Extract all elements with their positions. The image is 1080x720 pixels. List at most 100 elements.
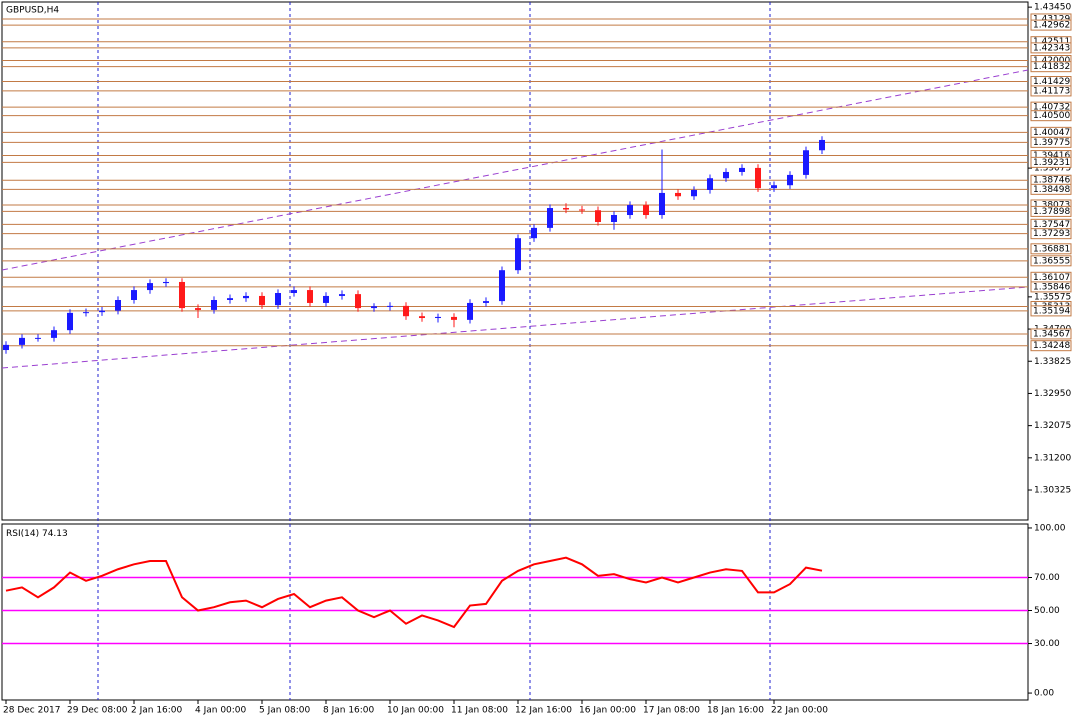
x-tick-label: 10 Jan 00:00	[387, 706, 444, 716]
candle-body	[579, 209, 585, 211]
level-label: 1.39775	[1033, 138, 1070, 148]
candle-body	[787, 174, 793, 186]
x-tick-label: 5 Jan 08:00	[259, 706, 311, 716]
x-tick-label: 16 Jan 00:00	[579, 706, 636, 716]
candle-body	[115, 299, 121, 311]
candle-body	[515, 238, 521, 271]
candle-body	[691, 189, 697, 197]
level-label: 1.40732	[1033, 103, 1070, 113]
period-separators	[97, 2, 771, 700]
level-label: 1.37293	[1033, 229, 1070, 239]
level-label-box	[1030, 255, 1072, 267]
trend-line	[1, 286, 1029, 369]
level-label-box	[1030, 61, 1072, 73]
candle-body	[179, 281, 185, 309]
level-label: 1.38073	[1033, 200, 1070, 210]
candle-body	[435, 316, 441, 319]
y-tick-label: 100.00	[1034, 523, 1066, 533]
y-tick-label: 0.00	[1034, 689, 1054, 699]
level-label-box	[1030, 243, 1072, 255]
candle-body	[627, 205, 633, 216]
candle-body	[371, 306, 377, 309]
x-tick-label: 12 Jan 16:00	[515, 706, 572, 716]
level-label: 1.35194	[1033, 306, 1070, 316]
y-tick-label: 1.31200	[1034, 453, 1071, 463]
y-tick-label: 1.43450	[1034, 3, 1071, 13]
rsi-frame	[1, 523, 1029, 701]
x-tick-label: 17 Jan 08:00	[643, 706, 700, 716]
level-label: 1.34567	[1033, 329, 1070, 339]
candle-body	[723, 171, 729, 179]
level-label-box	[1030, 19, 1072, 31]
rsi-name: RSI(14)	[6, 529, 39, 539]
chart-title: GBPUSD,H4	[6, 6, 59, 16]
y-tick-label: 1.30325	[1034, 486, 1071, 496]
candle-body	[771, 185, 777, 189]
x-tick-label: 28 Dec 2017	[3, 706, 61, 716]
candle-body	[19, 337, 25, 345]
candle-body	[323, 295, 329, 303]
candle-body	[483, 301, 489, 303]
level-label-box	[1030, 42, 1072, 54]
level-label: 1.40047	[1033, 128, 1070, 138]
candle-body	[755, 167, 761, 189]
candle-body	[819, 139, 825, 151]
candle-body	[243, 295, 249, 299]
candle-body	[339, 294, 345, 296]
level-label-box	[1030, 305, 1072, 317]
level-label-box	[1030, 110, 1072, 122]
candle-body	[275, 293, 281, 306]
y-tick-label: 30.00	[1034, 639, 1060, 649]
level-label: 1.36555	[1033, 256, 1070, 266]
x-tick-label: 8 Jan 16:00	[323, 706, 375, 716]
candle-body	[531, 227, 537, 239]
candle-body	[675, 192, 681, 197]
y-tick-label: 1.32075	[1034, 421, 1071, 431]
candle-body	[83, 312, 89, 314]
candle-body	[563, 208, 569, 210]
candle-body	[147, 283, 153, 291]
candle-body	[595, 210, 601, 223]
candle-body	[131, 290, 137, 300]
candle-body	[643, 205, 649, 216]
y-tick-label: 70.00	[1034, 573, 1060, 583]
candle-body	[211, 299, 217, 310]
rsi-last: 74.13	[42, 529, 68, 539]
candle-body	[387, 305, 393, 307]
candle-body	[35, 337, 41, 339]
candle-body	[467, 302, 473, 320]
level-label: 1.37547	[1033, 220, 1070, 230]
x-tick-label: 11 Jan 08:00	[451, 706, 508, 716]
candle-body	[355, 294, 361, 309]
level-label: 1.42000	[1033, 56, 1070, 66]
candle-body	[499, 270, 505, 302]
level-label: 1.34248	[1033, 341, 1070, 351]
level-label: 1.41832	[1033, 62, 1070, 72]
rsi-title: RSI(14) 74.13	[6, 529, 68, 539]
level-label-box	[1030, 85, 1072, 97]
candle-body	[195, 308, 201, 310]
candle-body	[611, 215, 617, 223]
level-label-box	[1030, 156, 1072, 168]
y-tick-label: 1.39075	[1034, 164, 1071, 174]
candle-body	[659, 192, 665, 216]
level-label-box	[1030, 205, 1072, 217]
candle-body	[259, 295, 265, 306]
level-label: 1.35846	[1033, 282, 1070, 292]
candle-body	[803, 150, 809, 175]
candle-body	[419, 316, 425, 319]
level-label: 1.41429	[1033, 77, 1070, 87]
level-label-box	[1030, 228, 1072, 240]
rsi-line	[5, 556, 823, 629]
candle-body	[163, 281, 169, 284]
level-label-box	[1030, 136, 1072, 148]
level-label: 1.38746	[1033, 176, 1070, 186]
level-label: 1.40500	[1033, 111, 1070, 121]
x-tick-label: 22 Jan 00:00	[771, 706, 828, 716]
candle-body	[51, 330, 57, 338]
level-label: 1.42343	[1033, 43, 1070, 53]
level-label: 1.43129	[1033, 14, 1070, 24]
level-label: 1.36107	[1033, 273, 1070, 283]
x-tick-label: 4 Jan 00:00	[195, 706, 247, 716]
